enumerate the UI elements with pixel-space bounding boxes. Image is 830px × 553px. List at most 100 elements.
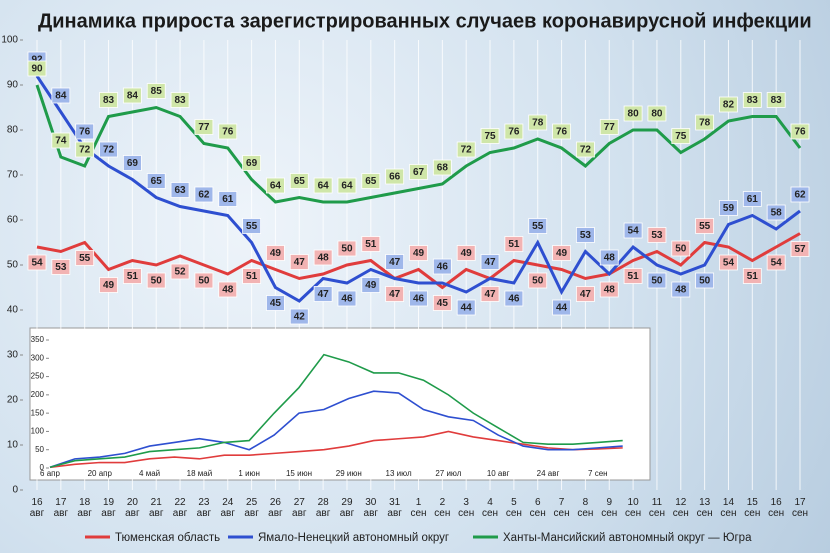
x-tick-label: 15 сен bbox=[744, 497, 761, 519]
data-label: 46 bbox=[437, 262, 449, 273]
data-label-box bbox=[504, 123, 524, 140]
legend-label: Тюменская область bbox=[115, 532, 220, 544]
x-tick-label: 13 сен bbox=[696, 497, 713, 519]
data-label: 84 bbox=[127, 91, 139, 102]
data-label: 72 bbox=[580, 145, 592, 156]
data-label-box bbox=[409, 245, 428, 261]
data-label: 54 bbox=[31, 258, 43, 269]
data-label-box bbox=[671, 128, 691, 144]
y-tick-label: 100 bbox=[1, 35, 18, 46]
data-label-box bbox=[623, 268, 643, 284]
y-tick-label: 250 bbox=[31, 372, 45, 381]
data-label: 64 bbox=[270, 181, 282, 192]
data-label: 85 bbox=[151, 86, 163, 97]
data-label-box bbox=[766, 92, 786, 108]
data-label: 55 bbox=[246, 221, 258, 232]
x-tick-label: 18 авг bbox=[77, 497, 92, 519]
y-tick-label: 150 bbox=[31, 408, 45, 417]
data-label-box bbox=[146, 173, 166, 189]
x-tick-label: 30 авг bbox=[363, 497, 379, 519]
data-label-box bbox=[313, 249, 333, 266]
x-tick-label: 28 авг bbox=[315, 497, 331, 519]
data-label-box bbox=[671, 240, 691, 257]
series-line bbox=[49, 353, 623, 469]
data-label: 52 bbox=[175, 267, 187, 278]
y-tick-label: 0 bbox=[12, 485, 18, 496]
x-tick-label: 6 апр bbox=[40, 469, 60, 478]
data-label-box bbox=[576, 286, 595, 302]
data-label: 50 bbox=[651, 276, 663, 287]
data-label: 49 bbox=[556, 248, 568, 259]
data-label: 80 bbox=[651, 109, 663, 120]
x-tick-label: 4 май bbox=[139, 469, 160, 478]
x-tick-label: 23 авг bbox=[196, 497, 212, 519]
data-label: 62 bbox=[794, 190, 806, 201]
data-label-box bbox=[51, 132, 71, 149]
data-label-box bbox=[719, 200, 738, 216]
data-label: 51 bbox=[747, 271, 759, 282]
x-tick-label: 3 сен bbox=[458, 497, 475, 519]
data-label-box bbox=[671, 281, 691, 298]
data-label-box bbox=[528, 272, 548, 289]
data-label: 50 bbox=[675, 244, 687, 255]
data-label: 46 bbox=[413, 294, 425, 305]
data-label-box bbox=[242, 218, 261, 234]
x-tick-label: 29 авг bbox=[339, 497, 355, 519]
data-label: 74 bbox=[55, 136, 67, 147]
data-label: 65 bbox=[151, 176, 163, 187]
data-label: 54 bbox=[628, 226, 640, 237]
series-line bbox=[49, 390, 623, 469]
data-label: 76 bbox=[508, 127, 520, 138]
data-label-box bbox=[194, 186, 214, 203]
x-tick-label: 11 сен bbox=[648, 497, 665, 519]
data-label: 54 bbox=[771, 258, 783, 269]
y-tick-label: 300 bbox=[31, 353, 45, 362]
data-label: 55 bbox=[79, 253, 91, 264]
data-label: 55 bbox=[699, 221, 711, 232]
data-label-box bbox=[99, 92, 118, 108]
data-label-box bbox=[266, 245, 285, 261]
data-label-box bbox=[599, 281, 619, 298]
data-label: 49 bbox=[365, 280, 377, 291]
data-label: 57 bbox=[794, 244, 806, 255]
data-label: 62 bbox=[198, 190, 210, 201]
data-label-box bbox=[576, 227, 595, 243]
data-label: 51 bbox=[246, 271, 258, 282]
data-label: 49 bbox=[413, 248, 425, 259]
data-label: 69 bbox=[127, 158, 139, 169]
data-label-box bbox=[432, 159, 452, 176]
data-label: 50 bbox=[151, 276, 163, 287]
data-label: 49 bbox=[461, 248, 473, 259]
data-label: 45 bbox=[437, 298, 449, 309]
x-tick-label: 12 сен bbox=[672, 497, 689, 519]
data-label-box bbox=[766, 204, 786, 221]
data-label: 50 bbox=[699, 276, 711, 287]
data-label-box bbox=[99, 141, 118, 158]
data-label: 48 bbox=[604, 253, 616, 264]
data-label-box bbox=[122, 268, 142, 284]
data-label-box bbox=[742, 191, 762, 207]
data-label-box bbox=[552, 245, 571, 261]
data-label-box bbox=[432, 295, 452, 311]
data-label-box bbox=[623, 105, 643, 122]
series-line bbox=[35, 84, 802, 204]
x-tick-label: 24 авг bbox=[537, 469, 560, 478]
data-label: 58 bbox=[771, 208, 783, 219]
y-tick-label: 0 bbox=[40, 463, 45, 472]
data-label-box bbox=[456, 245, 476, 261]
data-label: 47 bbox=[484, 289, 496, 300]
data-label: 46 bbox=[341, 294, 353, 305]
y-tick-label: 350 bbox=[31, 335, 45, 344]
data-label: 47 bbox=[580, 289, 592, 300]
data-label: 47 bbox=[484, 257, 496, 268]
data-label: 76 bbox=[222, 127, 234, 138]
data-label: 48 bbox=[318, 253, 330, 264]
x-tick-label: 24 авг bbox=[220, 497, 236, 519]
data-label: 49 bbox=[270, 248, 282, 259]
data-label: 44 bbox=[461, 303, 473, 314]
data-label: 83 bbox=[103, 95, 115, 106]
data-label-box bbox=[456, 299, 476, 316]
x-tick-label: 10 авг bbox=[487, 469, 510, 478]
y-tick-label: 20 bbox=[7, 395, 19, 406]
data-label-box bbox=[599, 119, 619, 135]
